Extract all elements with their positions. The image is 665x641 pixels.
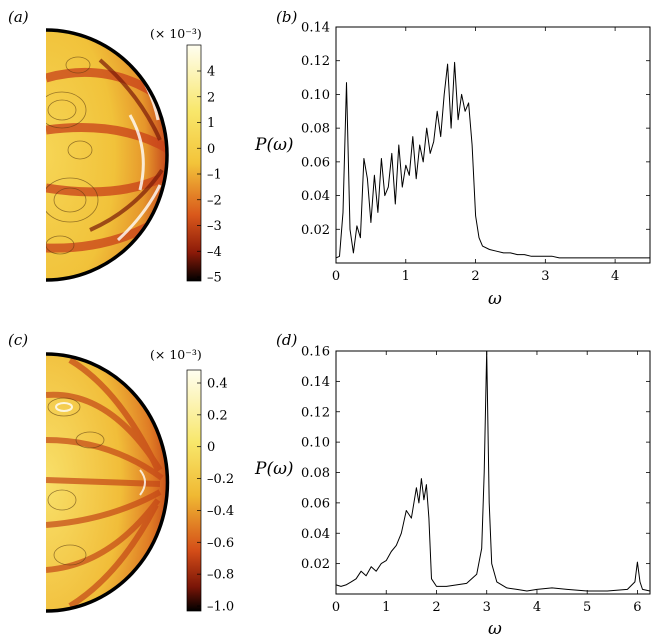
plot-d-xtick-label: 1 [382, 600, 390, 615]
panel-a-label: (a) [8, 8, 29, 26]
plot-d-ytick-label: 0.06 [301, 496, 330, 511]
colorbar-a-tick-label: –5 [207, 271, 222, 286]
plot-d-ytick-label: 0.02 [301, 557, 330, 572]
plot-b: 0 1 2 3 4 0.02 0.04 0.06 0.08 0.10 0.12 0.14 [301, 21, 650, 284]
colorbar-c [186, 369, 202, 612]
panel-d: (d) 0 1 2 3 4 5 60.020.040.060.080.100.120.140… [254, 331, 651, 639]
colorbar-a-tick-label: 2 [207, 90, 215, 105]
plot-d-ytick-label: 0.10 [301, 436, 330, 451]
plot-b-xtick-label: 4 [611, 269, 619, 284]
colorbar-c-multiplier: (× 10⁻³) [150, 347, 202, 362]
plot-d-ytick-label: 0.14 [301, 375, 330, 390]
colorbar-c-tick-label: –0.2 [207, 472, 234, 487]
plot-d-ytick-label: 0.12 [301, 405, 330, 420]
colorbar-a-multiplier: (× 10⁻³) [150, 26, 202, 41]
plot-b-xtick-label: 3 [541, 269, 549, 284]
plot-b-ytick-label: 0.12 [301, 54, 330, 69]
plot-d-xtick-label: 0 [332, 600, 340, 615]
colorbar-c-ticks: 0.4 0.2 0 –0.2 –0.4 –0.6 –0.8 –1.0 [197, 377, 234, 615]
colorbar-a-tick-label: –3 [207, 219, 222, 234]
plot-b-ytick-label: 0.08 [301, 122, 330, 137]
semicircle-field-c [46, 354, 168, 611]
colorbar-c-tick-label: –1.0 [207, 600, 234, 615]
colorbar-a-tick-label: –4 [207, 245, 222, 260]
colorbar-a-ticks: 4 2 1 0 –1 –2 –3 –4 –5 [197, 65, 222, 286]
plot-d-xlabel: ω [488, 619, 502, 639]
panel-b-label: (b) [276, 8, 297, 26]
colorbar-c-tick-label: –0.8 [207, 568, 234, 583]
plot-b-ytick-label: 0.14 [301, 21, 330, 36]
plot-d-xtick-label: 2 [432, 600, 440, 615]
plot-d-xtick-label: 4 [533, 600, 541, 615]
plot-d-xtick-label: 6 [633, 600, 641, 615]
plot-b-xtick-label: 2 [471, 269, 479, 284]
plot-b-ylabel: P(ω) [254, 135, 294, 155]
plot-b-xlabel: ω [488, 289, 502, 309]
colorbar-c-tick-label: 0 [207, 440, 215, 455]
colorbar-a-tick-label: 0 [207, 142, 215, 157]
colorbar-c-tick-label: 0.4 [207, 377, 228, 392]
semicircle-field-a [46, 30, 167, 280]
colorbar-a [186, 44, 202, 282]
plot-b-frame [335, 26, 651, 264]
plot-b-ytick-label: 0.06 [301, 155, 330, 170]
plot-d-xtick-label: 3 [483, 600, 491, 615]
plot-d-ytick-label: 0.16 [301, 345, 330, 360]
panel-c: (c) (× 10⁻³) [8, 331, 234, 615]
colorbar-a-tick-label: 4 [207, 65, 215, 80]
plot-b-ytick-label: 0.10 [301, 88, 330, 103]
colorbar-c-tick-label: 0.2 [207, 408, 228, 423]
panel-d-label: (d) [276, 331, 297, 349]
plot-b-xtick-label: 0 [332, 269, 340, 284]
plot-d-ytick-label: 0.04 [301, 527, 330, 542]
plot-d-xtick-label: 5 [583, 600, 591, 615]
panel-b: (b) 0 1 2 3 4 0.02 0.04 0.06 0.08 0.10 0.12 0.14 P(… [254, 8, 651, 309]
plot-b-ytick-label: 0.02 [301, 223, 330, 238]
colorbar-a-tick-label: 1 [207, 116, 215, 131]
plot-b-ytick-label: 0.04 [301, 189, 330, 204]
panel-a: (a) [8, 8, 222, 286]
plot-b-series-line [335, 61, 650, 259]
panel-c-label: (c) [8, 331, 28, 349]
colorbar-c-tick-label: –0.6 [207, 536, 234, 551]
colorbar-a-tick-label: –1 [207, 168, 222, 183]
plot-d-ylabel: P(ω) [254, 459, 294, 479]
plot-d-ytick-label: 0.08 [301, 466, 330, 481]
colorbar-a-tick-label: –2 [207, 193, 222, 208]
plot-d-frame [335, 350, 651, 595]
plot-b-xtick-label: 1 [402, 269, 410, 284]
boundary-c [45, 352, 170, 613]
boundary-a [45, 28, 169, 282]
colorbar-c-tick-label: –0.4 [207, 504, 234, 519]
plot-d-series-line [335, 350, 651, 592]
plot-d: 0 1 2 3 4 5 6 0.02 0.04 0.06 0.08 0.10 0.12 0.14 0.16 [301, 345, 651, 615]
